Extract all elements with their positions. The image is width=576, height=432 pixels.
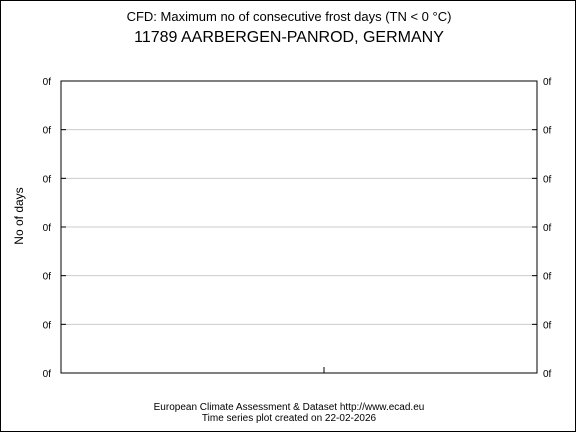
y-axis-label: No of days xyxy=(12,187,26,244)
y-tick-label-right: 0f xyxy=(543,223,552,234)
plot-area-border xyxy=(60,80,538,374)
grid-lines xyxy=(61,80,537,374)
y-tick-label-left: 0f xyxy=(43,272,52,283)
y-tick-label-left: 0f xyxy=(43,174,52,185)
footer-created: Time series plot created on 22-02-2026 xyxy=(202,413,377,424)
footer-source: European Climate Assessment & Dataset ht… xyxy=(154,402,425,413)
y-tick-label-right: 0f xyxy=(543,77,552,88)
y-tick-label-right: 0f xyxy=(543,320,552,331)
y-tick-label-right: 0f xyxy=(543,174,552,185)
y-tick-label-left: 0f xyxy=(43,126,52,137)
chart-title: CFD: Maximum no of consecutive frost day… xyxy=(127,9,452,24)
y-tick-label-right: 0f xyxy=(543,126,552,137)
y-tick-label-right: 0f xyxy=(543,369,552,380)
y-tick-label-left: 0f xyxy=(43,223,52,234)
chart-subtitle: 11789 AARBERGEN-PANROD, GERMANY xyxy=(134,29,444,46)
y-tick-labels-left: 0f 0f 0f 0f 0f 0f 0f xyxy=(43,77,52,380)
y-tick-label-left: 0f xyxy=(43,369,52,380)
y-tick-labels-right: 0f 0f 0f 0f 0f 0f 0f xyxy=(543,77,552,380)
y-tick-label-right: 0f xyxy=(543,272,552,283)
y-tick-label-left: 0f xyxy=(43,320,52,331)
y-tick-label-left: 0f xyxy=(43,77,52,88)
